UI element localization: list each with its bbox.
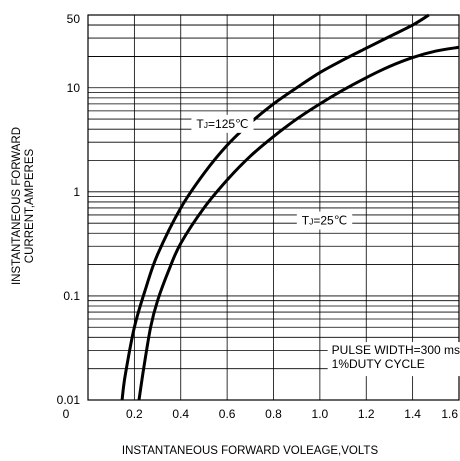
svg-text:TJ=25℃: TJ=25℃ (302, 214, 347, 228)
y-tick-label-1: 0.1 (63, 289, 80, 303)
y-tick-label-0: 0.01 (57, 393, 81, 407)
x-tick-label-1: 0.2 (126, 407, 143, 421)
annotations: TJ=125℃ TJ=25℃ PULSE WIDTH=300 ms1%DUTY CY… (191, 114, 460, 377)
pulse-annotation-line-1: 1%DUTY CYCLE (332, 357, 425, 371)
y-tick-label-4: 50 (67, 12, 81, 26)
x-tick-labels: 0 0.2 0.4 0.6 0.8 1.0 1.2 1.4 1.6 (63, 407, 459, 421)
pulse-annotation-line-0: PULSE WIDTH=300 ms (332, 343, 460, 357)
svg-text:TJ=125℃: TJ=125℃ (196, 117, 248, 131)
x-tick-label-6: 1.2 (358, 407, 375, 421)
x-axis-label: INSTANTANEOUS FORWARD VOLEAGE,VOLTS (122, 445, 379, 457)
x-tick-label-4: 0.8 (265, 407, 282, 421)
x-tick-label-0: 0 (63, 407, 70, 421)
y-tick-label-2: 1 (73, 185, 80, 199)
y-tick-label-3: 10 (67, 81, 81, 95)
label-tj-25: TJ=25℃ (296, 211, 353, 230)
plot-frame (87, 14, 460, 401)
series-line-1 (137, 45, 460, 401)
grid (87, 14, 460, 401)
pulse-annotation: PULSE WIDTH=300 ms1%DUTY CYCLE (327, 342, 460, 377)
label-tj-125: TJ=125℃ (191, 114, 254, 133)
x-tick-label-5: 1.0 (312, 407, 329, 421)
y-tick-labels: 0.01 0.1 1 10 50 (57, 12, 81, 407)
x-tick-label-3: 0.6 (219, 407, 236, 421)
y-axis-label-line1: INSTANTANEOUS FORWARD (11, 127, 23, 285)
x-tick-label-8: 1.6 (441, 407, 458, 421)
y-axis-label-line2: CURRENT,AMPERES (24, 148, 36, 263)
x-tick-label-2: 0.4 (172, 407, 189, 421)
x-tick-label-7: 1.4 (404, 407, 421, 421)
